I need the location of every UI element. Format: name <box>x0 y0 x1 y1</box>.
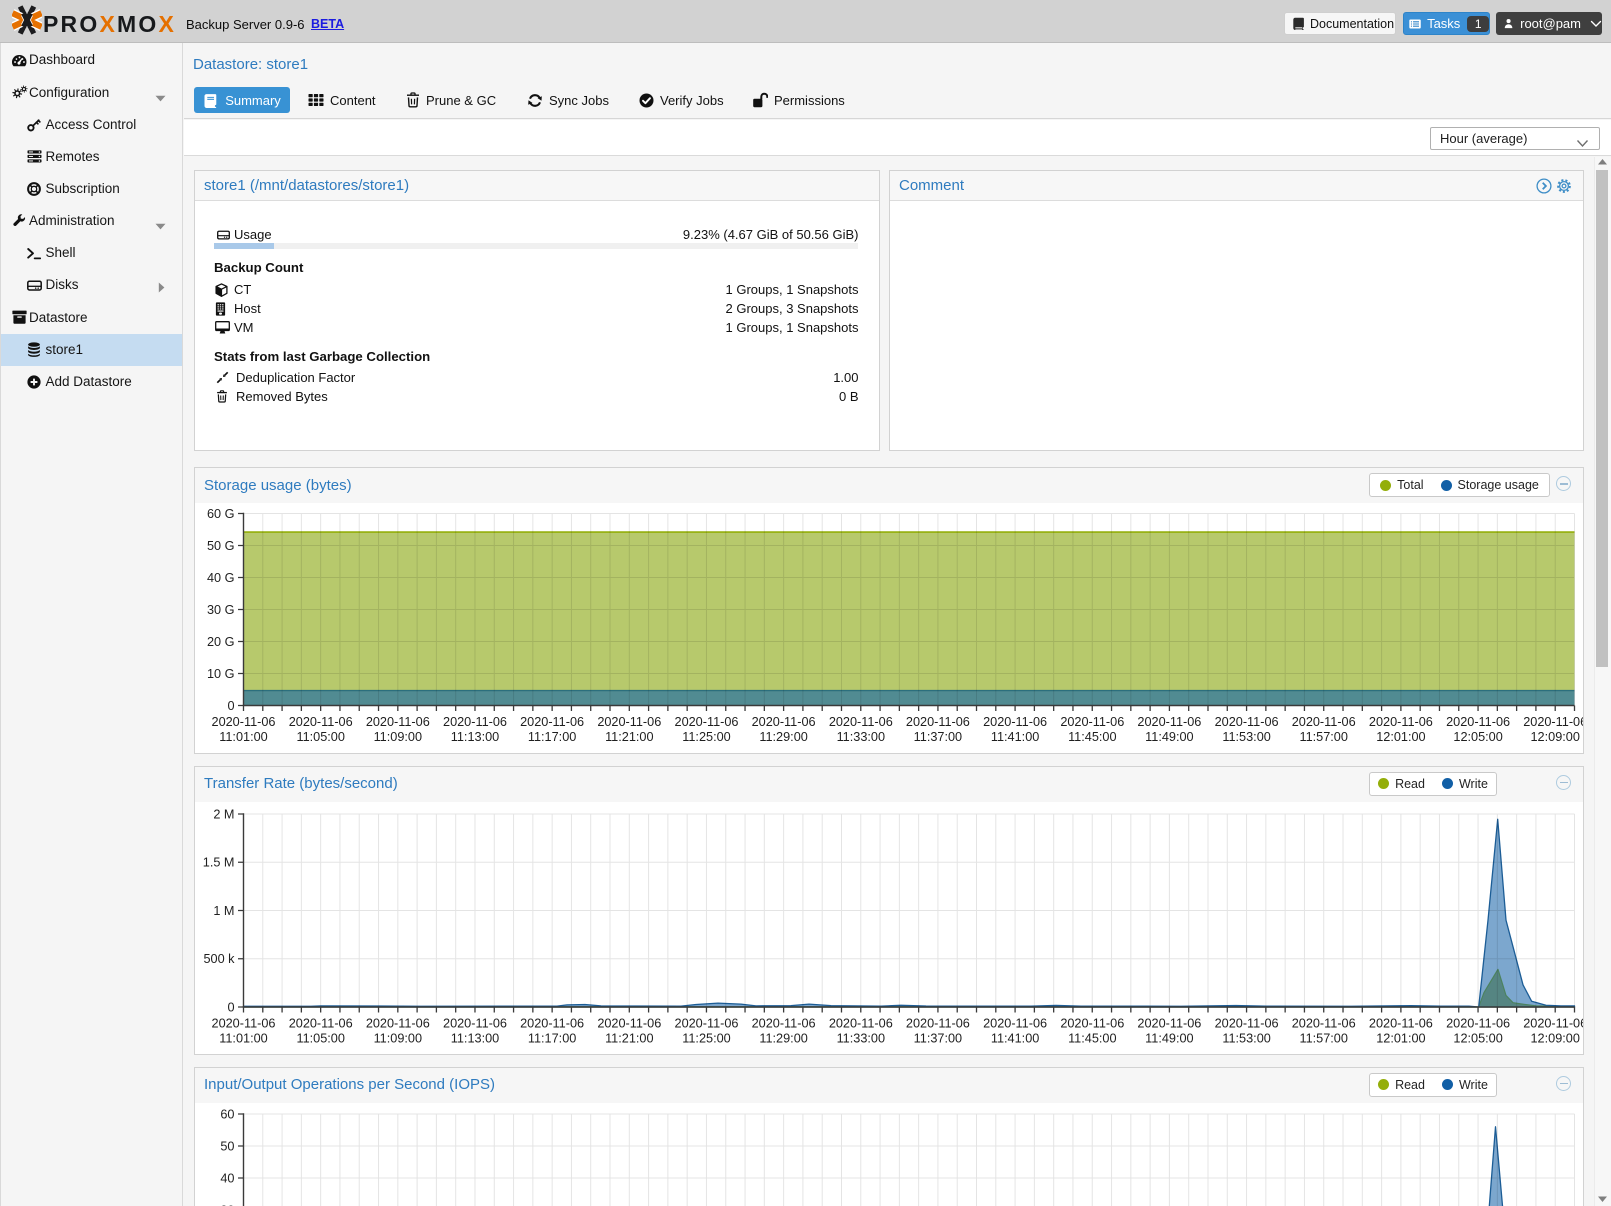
svg-text:2020-11-06: 2020-11-06 <box>675 715 739 729</box>
svg-text:2020-11-06: 2020-11-06 <box>1215 1016 1279 1030</box>
svg-text:10 G: 10 G <box>207 667 235 681</box>
svg-text:2020-11-06: 2020-11-06 <box>289 1016 353 1030</box>
svg-text:50 G: 50 G <box>207 539 235 553</box>
svg-text:11:13:00: 11:13:00 <box>451 1031 499 1045</box>
svg-text:11:57:00: 11:57:00 <box>1299 1031 1347 1045</box>
svg-text:40 G: 40 G <box>207 571 235 585</box>
svg-text:60 G: 60 G <box>207 507 235 521</box>
svg-text:500 k: 500 k <box>203 952 235 966</box>
svg-text:11:25:00: 11:25:00 <box>682 730 730 744</box>
svg-text:2020-11-06: 2020-11-06 <box>289 715 353 729</box>
svg-text:11:29:00: 11:29:00 <box>759 1031 807 1045</box>
svg-text:11:25:00: 11:25:00 <box>682 1031 730 1045</box>
svg-text:2020-11-06: 2020-11-06 <box>366 715 430 729</box>
svg-text:60: 60 <box>220 1107 234 1121</box>
svg-text:2020-11-06: 2020-11-06 <box>1060 715 1124 729</box>
svg-text:11:21:00: 11:21:00 <box>605 730 653 744</box>
svg-text:0: 0 <box>227 699 234 713</box>
svg-text:11:29:00: 11:29:00 <box>759 730 807 744</box>
svg-text:12:05:00: 12:05:00 <box>1453 1031 1502 1045</box>
svg-text:2020-11-06: 2020-11-06 <box>212 1016 276 1030</box>
svg-text:2020-11-06: 2020-11-06 <box>983 1016 1047 1030</box>
svg-text:2020-11-06: 2020-11-06 <box>443 715 507 729</box>
svg-text:2020-11-06: 2020-11-06 <box>520 715 584 729</box>
svg-text:11:53:00: 11:53:00 <box>1222 1031 1270 1045</box>
svg-text:12:05:00: 12:05:00 <box>1453 730 1502 744</box>
svg-text:2020-11-06: 2020-11-06 <box>443 1016 507 1030</box>
svg-text:12:09:00: 12:09:00 <box>1531 1031 1580 1045</box>
svg-text:2020-11-06: 2020-11-06 <box>1369 1016 1433 1030</box>
svg-text:11:13:00: 11:13:00 <box>451 730 499 744</box>
svg-text:11:09:00: 11:09:00 <box>374 1031 422 1045</box>
svg-text:2020-11-06: 2020-11-06 <box>1137 1016 1201 1030</box>
svg-text:30: 30 <box>220 1203 234 1206</box>
svg-text:11:17:00: 11:17:00 <box>528 1031 576 1045</box>
svg-text:12:01:00: 12:01:00 <box>1376 730 1425 744</box>
svg-text:2020-11-06: 2020-11-06 <box>829 1016 893 1030</box>
svg-text:2020-11-06: 2020-11-06 <box>906 715 970 729</box>
svg-text:11:01:00: 11:01:00 <box>219 1031 267 1045</box>
svg-text:11:57:00: 11:57:00 <box>1299 730 1347 744</box>
svg-text:11:17:00: 11:17:00 <box>528 730 576 744</box>
svg-text:11:33:00: 11:33:00 <box>837 730 885 744</box>
svg-text:2020-11-06: 2020-11-06 <box>1446 715 1510 729</box>
svg-text:11:05:00: 11:05:00 <box>296 730 344 744</box>
svg-text:2020-11-06: 2020-11-06 <box>366 1016 430 1030</box>
svg-text:2020-11-06: 2020-11-06 <box>983 715 1047 729</box>
svg-text:11:49:00: 11:49:00 <box>1145 1031 1193 1045</box>
svg-text:11:21:00: 11:21:00 <box>605 1031 653 1045</box>
svg-text:11:41:00: 11:41:00 <box>991 1031 1039 1045</box>
svg-text:2020-11-06: 2020-11-06 <box>212 715 276 729</box>
svg-text:2020-11-06: 2020-11-06 <box>597 715 661 729</box>
svg-text:50: 50 <box>220 1139 234 1153</box>
svg-text:2020-11-06: 2020-11-06 <box>1137 715 1201 729</box>
svg-text:40: 40 <box>220 1171 234 1185</box>
svg-text:11:09:00: 11:09:00 <box>374 730 422 744</box>
svg-text:1 M: 1 M <box>213 903 234 917</box>
svg-text:11:45:00: 11:45:00 <box>1068 730 1116 744</box>
svg-text:2020-11-06: 2020-11-06 <box>752 715 816 729</box>
svg-text:11:49:00: 11:49:00 <box>1145 730 1193 744</box>
svg-text:2020-11-06: 2020-11-06 <box>1523 1016 1584 1030</box>
svg-text:12:09:00: 12:09:00 <box>1531 730 1580 744</box>
svg-text:2020-11-06: 2020-11-06 <box>597 1016 661 1030</box>
svg-text:2020-11-06: 2020-11-06 <box>1369 715 1433 729</box>
svg-text:30 G: 30 G <box>207 603 235 617</box>
svg-text:11:33:00: 11:33:00 <box>837 1031 885 1045</box>
svg-text:20 G: 20 G <box>207 635 235 649</box>
svg-text:1.5 M: 1.5 M <box>203 855 235 869</box>
svg-text:2020-11-06: 2020-11-06 <box>1060 1016 1124 1030</box>
svg-text:2020-11-06: 2020-11-06 <box>675 1016 739 1030</box>
svg-text:2020-11-06: 2020-11-06 <box>520 1016 584 1030</box>
svg-text:11:37:00: 11:37:00 <box>914 730 962 744</box>
svg-text:11:05:00: 11:05:00 <box>296 1031 344 1045</box>
svg-text:12:01:00: 12:01:00 <box>1376 1031 1425 1045</box>
svg-text:11:45:00: 11:45:00 <box>1068 1031 1116 1045</box>
svg-text:2020-11-06: 2020-11-06 <box>752 1016 816 1030</box>
svg-text:2020-11-06: 2020-11-06 <box>1292 715 1356 729</box>
svg-text:2020-11-06: 2020-11-06 <box>1446 1016 1510 1030</box>
svg-text:11:53:00: 11:53:00 <box>1222 730 1270 744</box>
svg-text:2 M: 2 M <box>213 807 234 821</box>
svg-text:2020-11-06: 2020-11-06 <box>1215 715 1279 729</box>
svg-text:2020-11-06: 2020-11-06 <box>829 715 893 729</box>
svg-text:2020-11-06: 2020-11-06 <box>1292 1016 1356 1030</box>
svg-text:11:37:00: 11:37:00 <box>914 1031 962 1045</box>
svg-text:11:01:00: 11:01:00 <box>219 730 267 744</box>
svg-text:0: 0 <box>227 1000 234 1014</box>
svg-text:2020-11-06: 2020-11-06 <box>906 1016 970 1030</box>
svg-text:11:41:00: 11:41:00 <box>991 730 1039 744</box>
svg-text:2020-11-06: 2020-11-06 <box>1523 715 1584 729</box>
